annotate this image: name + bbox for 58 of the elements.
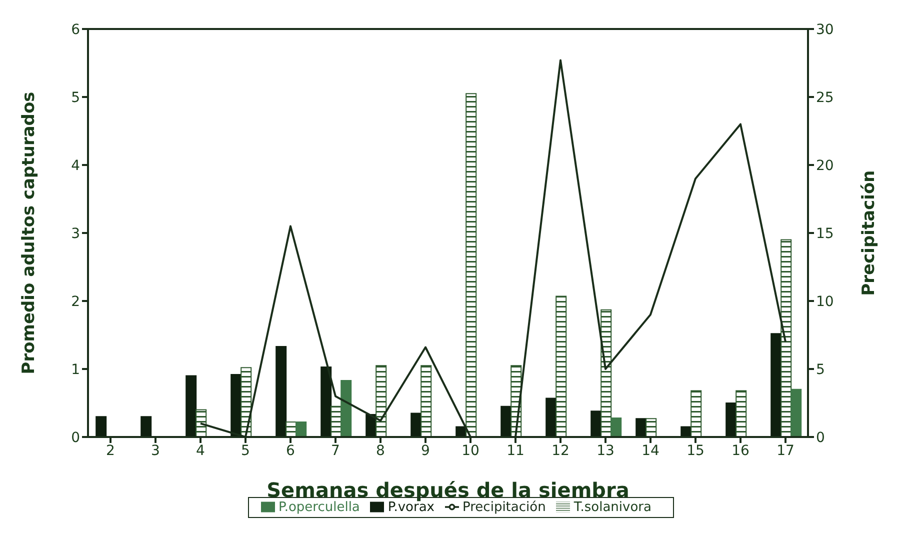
- x-tick-label: 11: [506, 442, 524, 459]
- x-tick-label: 12: [552, 442, 570, 459]
- bar: [600, 309, 612, 437]
- x-tick-label: 9: [421, 442, 430, 459]
- bar: [770, 333, 782, 437]
- bar: [276, 346, 287, 437]
- bar: [780, 239, 792, 437]
- x-tick-label: 4: [196, 442, 206, 459]
- x-tick-label: 14: [642, 442, 660, 459]
- x-tick-label: 13: [596, 442, 614, 459]
- x-tick-label: 3: [151, 442, 160, 459]
- bar: [186, 375, 197, 437]
- bar: [296, 422, 307, 437]
- bar: [690, 390, 702, 437]
- legend-label: T.solanivora: [574, 500, 652, 515]
- bar: [376, 365, 387, 437]
- x-tick-label: 17: [776, 442, 794, 459]
- y2-tick-label: 10: [816, 294, 834, 310]
- y-tick-label: 4: [71, 158, 80, 174]
- y2-tick-label: 15: [816, 226, 834, 242]
- y-tick-label: 5: [71, 90, 80, 106]
- x-tick-label: 5: [241, 442, 250, 459]
- y-tick-label: 0: [71, 430, 80, 446]
- y2-tick-label: 20: [816, 158, 834, 174]
- y-tick-label: 2: [71, 294, 80, 310]
- x-tick-label: 7: [331, 442, 340, 459]
- bar: [646, 418, 657, 437]
- y2-tick-label: 30: [816, 22, 834, 38]
- x-axis-title: Semanas después de la siembra: [266, 478, 630, 502]
- bar: [420, 365, 432, 437]
- bar: [140, 416, 152, 437]
- bar: [610, 417, 622, 437]
- x-tick-label: 2: [106, 442, 115, 459]
- legend-label: Precipitación: [462, 500, 546, 515]
- y2-tick-label: 5: [816, 362, 825, 378]
- y-axis-title: Promedio adultos capturados: [19, 92, 40, 374]
- bar: [736, 390, 747, 437]
- bar: [556, 296, 567, 437]
- bar: [466, 93, 477, 437]
- bar: [790, 388, 802, 437]
- bar: [196, 409, 207, 437]
- bar: [340, 380, 352, 437]
- x-tick-label: 15: [686, 442, 704, 459]
- legend-label: P.operculella: [278, 500, 360, 515]
- x-tick-label: 10: [462, 442, 480, 459]
- bar: [320, 366, 332, 437]
- x-tick-label: 8: [376, 442, 385, 459]
- x-tick-label: 16: [732, 442, 750, 459]
- y2-tick-label: 25: [816, 90, 834, 106]
- y2-tick-label: 0: [816, 430, 825, 446]
- legend-label: P.vorax: [388, 500, 435, 515]
- y-tick-label: 1: [71, 362, 80, 378]
- bar: [96, 416, 107, 437]
- x-tick-label: 6: [286, 442, 296, 459]
- y-tick-label: 6: [71, 22, 80, 38]
- y-tick-label: 3: [71, 226, 80, 242]
- y2-axis-title: Precipitación: [859, 170, 880, 296]
- bar: [240, 367, 252, 437]
